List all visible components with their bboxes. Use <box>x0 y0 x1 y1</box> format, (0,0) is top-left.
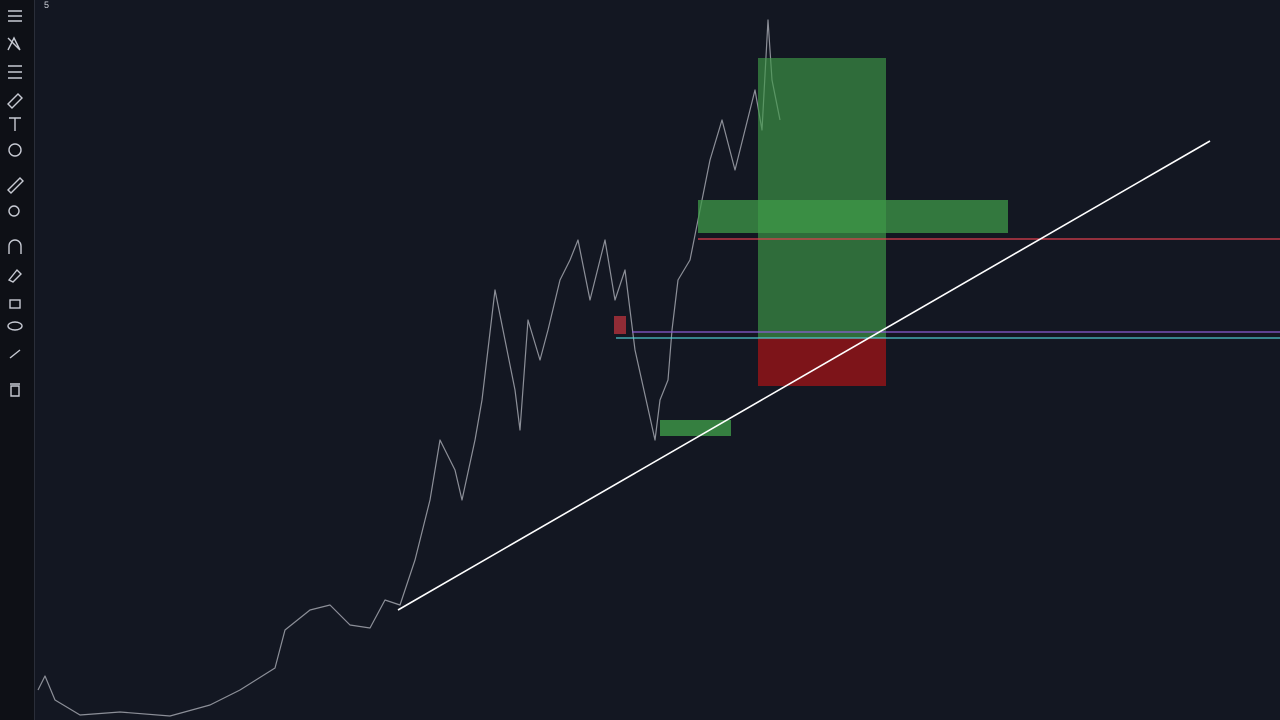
price-series <box>37 19 781 717</box>
menu-icon[interactable] <box>8 10 22 22</box>
drawing-toolbar <box>0 0 35 720</box>
link-icon[interactable] <box>9 349 21 359</box>
lock-draw-icon[interactable] <box>7 268 22 283</box>
emoji-icon[interactable] <box>8 143 22 157</box>
lock-icon[interactable] <box>9 299 21 309</box>
profit-zone <box>758 58 886 338</box>
brush-icon[interactable] <box>7 93 23 109</box>
fib-icon[interactable] <box>8 65 22 79</box>
lines-icon[interactable] <box>7 36 21 51</box>
magnet-icon[interactable] <box>8 239 22 254</box>
ruler-icon[interactable] <box>7 177 24 194</box>
trend-line <box>397 140 1211 611</box>
toolbar-icons <box>7 10 24 397</box>
visibility-icon[interactable] <box>7 321 23 331</box>
text-icon[interactable] <box>9 117 21 131</box>
loss-zone <box>758 338 886 386</box>
interval-label[interactable]: 5 <box>44 0 50 10</box>
supply-zone <box>698 200 1008 233</box>
zoom-icon[interactable] <box>8 205 20 217</box>
demand-zone <box>660 420 731 436</box>
marker-block <box>614 316 626 334</box>
trash-icon[interactable] <box>10 383 20 397</box>
